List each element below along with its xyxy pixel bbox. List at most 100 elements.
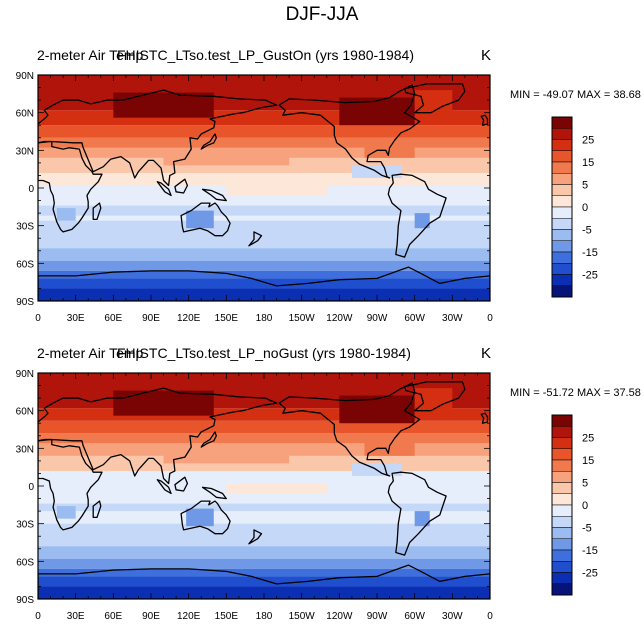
contour-band <box>38 260 490 271</box>
coastline-sumatra <box>156 181 172 197</box>
coastline-greenland <box>403 83 466 114</box>
contour-band <box>414 213 430 229</box>
coastline-madagascar <box>92 202 102 221</box>
colorbar-swatch <box>551 139 573 151</box>
x-tick-label: 180 <box>256 611 273 622</box>
colorbar-label: -25 <box>582 270 598 282</box>
contour-band <box>38 190 490 206</box>
contour-band <box>414 511 430 527</box>
y-tick-label: 60S <box>16 259 34 270</box>
coastline-nz <box>248 529 263 545</box>
coastline-borneo <box>174 476 189 492</box>
contour-band <box>163 155 290 166</box>
colorbar-label: 25 <box>582 135 594 147</box>
colorbar-swatch <box>551 471 573 483</box>
colorbar-swatch <box>551 128 573 140</box>
colorbar-swatch <box>551 527 573 539</box>
x-tick-label: 60W <box>404 313 425 324</box>
panel-unit-label: K <box>481 345 492 362</box>
coastline-s-america <box>387 173 447 258</box>
colorbar-label: 5 <box>582 478 588 490</box>
colorbar-label: 25 <box>582 433 594 445</box>
colorbar-swatch <box>551 150 573 163</box>
coastline-uk <box>480 412 489 424</box>
x-tick-label: 150W <box>289 611 316 622</box>
panel-variable-label: 2-meter Air Temp <box>37 345 144 361</box>
colorbar-swatch <box>551 426 573 438</box>
panel-case-label: FHISTC_LTso.test_LP_noGust (yrs 1980-198… <box>117 345 411 361</box>
x-tick-label: 120W <box>326 611 353 622</box>
colorbar: 25 15 5 0 -5 -15 -25 <box>551 116 598 298</box>
coastline-madagascar <box>92 500 102 519</box>
contour-band <box>38 420 490 434</box>
contour-band <box>38 433 490 444</box>
contour-band <box>38 568 490 577</box>
colorbar-swatch <box>551 549 573 562</box>
contour-band <box>38 172 490 186</box>
colorbar-swatch <box>551 206 573 219</box>
colorbar-swatch <box>551 448 573 461</box>
colorbar-label: 5 <box>582 180 588 192</box>
colorbar-swatch <box>551 218 573 230</box>
x-tick-label: 0 <box>487 313 493 324</box>
contour-band <box>186 508 214 527</box>
colorbar: 25 15 5 0 -5 -15 -25 <box>551 414 598 596</box>
y-tick-label: 30N <box>16 444 34 455</box>
x-tick-label: 150E <box>215 611 239 622</box>
colorbar-swatch <box>551 482 573 494</box>
y-tick-label: 60N <box>16 407 34 418</box>
max-value: MAX = 38.68 <box>576 89 641 101</box>
x-tick-label: 0 <box>487 611 493 622</box>
contour-band <box>38 205 490 216</box>
colorbar-label: 0 <box>582 500 588 512</box>
contour-band <box>38 488 490 504</box>
y-tick-label: 60N <box>16 109 34 120</box>
figure-title: DJF-JJA <box>285 4 359 25</box>
colorbar-swatch <box>551 493 573 506</box>
colorbar-swatch <box>551 459 573 472</box>
colorbar-swatch <box>551 116 573 129</box>
x-tick-label: 30E <box>67 611 85 622</box>
colorbar-swatch <box>551 161 573 174</box>
temperature-field <box>38 373 490 599</box>
colorbar-swatch <box>551 173 573 185</box>
colorbar-label: -25 <box>582 568 598 580</box>
colorbar-label: 0 <box>582 202 588 214</box>
coastline-eurasia <box>38 387 278 485</box>
y-tick-label: 90S <box>16 297 34 308</box>
contour-band <box>38 470 490 484</box>
panel-no-gust: 2-meter Air Temp FHISTC_LTso.test_LP_noG… <box>0 345 644 635</box>
min-max-label: MIN = -49.07 MAX = 38.68 <box>510 89 641 101</box>
coastlines <box>38 381 490 599</box>
x-tick-label: 30E <box>67 313 85 324</box>
coastline-japan <box>200 133 217 150</box>
colorbar-swatch <box>551 274 573 286</box>
coastline-borneo <box>174 178 189 194</box>
y-tick-label: 30S <box>16 520 34 531</box>
colorbar-label: 15 <box>582 157 594 169</box>
coastline-new-guinea <box>201 188 227 202</box>
contour-band <box>38 503 490 512</box>
x-tick-label: 90W <box>367 611 388 622</box>
coastline-nz <box>248 231 263 247</box>
colorbar-swatch <box>551 583 573 596</box>
colorbar-label: -5 <box>582 225 592 237</box>
coastline-sumatra <box>156 479 172 495</box>
axis-ticks <box>37 372 491 600</box>
colorbar-swatch <box>551 240 573 253</box>
coastline-japan <box>200 431 217 448</box>
coastline-n-america <box>278 84 421 179</box>
panel-gust-on: 2-meter Air Temp FHISTC_LTso.test_LP_Gus… <box>0 47 644 337</box>
y-tick-label: 90S <box>16 595 34 606</box>
x-tick-label: 30W <box>442 611 463 622</box>
coastline-new-guinea <box>201 486 227 500</box>
contour-band <box>38 558 490 569</box>
panel-unit-label: K <box>481 47 492 64</box>
contour-band <box>38 443 490 456</box>
coastline-antarctica <box>38 266 490 301</box>
map-plot-gust-on: 0 30E 60E 90E 120E 150E 180 150W 120W 90W 60W 30W 09… <box>16 71 598 324</box>
contour-band <box>113 92 214 118</box>
x-tick-label: 90E <box>142 313 160 324</box>
colorbar-swatch <box>551 184 573 196</box>
contour-band <box>226 483 327 494</box>
